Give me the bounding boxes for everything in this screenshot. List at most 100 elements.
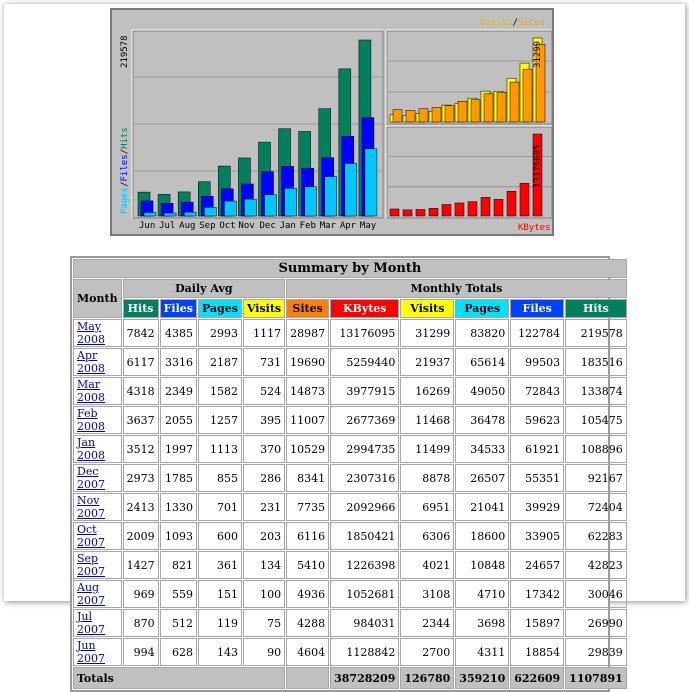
daily-visits-cell: 731 bbox=[242, 348, 286, 376]
table-row: Oct 2007 2009 1093 600 203 6116 1850421 6306 186… bbox=[73, 522, 627, 550]
month-cell: Apr 2008 bbox=[73, 348, 122, 376]
totals-hits: 1107891 bbox=[565, 667, 627, 689]
total-pages-cell: 18600 bbox=[455, 522, 510, 550]
daily-hits-cell: 870 bbox=[122, 609, 159, 637]
month-tick-label: Nov bbox=[238, 221, 254, 231]
left-legend: Pages/Files/Hits bbox=[120, 127, 130, 214]
summary-title: Summary by Month bbox=[73, 259, 627, 278]
daily-files-cell: 821 bbox=[159, 551, 197, 579]
month-tick-label: Apr bbox=[340, 221, 357, 231]
right-top-legend: Visits/Sites bbox=[480, 18, 545, 28]
total-sites-cell: 19690 bbox=[286, 348, 330, 376]
month-column-header: Month bbox=[73, 279, 122, 318]
month-cell: Feb 2008 bbox=[73, 406, 122, 434]
daily-visits-cell: 100 bbox=[242, 580, 286, 608]
month-link[interactable]: Jan 2008 bbox=[77, 436, 105, 462]
sites-bar bbox=[522, 68, 533, 123]
total-sites-cell: 6116 bbox=[286, 522, 330, 550]
sites-bar bbox=[535, 43, 546, 123]
total-kbytes-cell: 984031 bbox=[330, 609, 400, 637]
total-pages-cell: 4311 bbox=[455, 638, 510, 666]
total-hits-cell: 105475 bbox=[565, 406, 627, 434]
total-visits-cell: 2344 bbox=[400, 609, 455, 637]
sites-bar bbox=[444, 105, 455, 123]
daily-files-cell: 4385 bbox=[159, 319, 197, 347]
total-hits-cell: 72404 bbox=[565, 493, 627, 521]
total-pages-cell: 3698 bbox=[455, 609, 510, 637]
total-pages-cell: 10848 bbox=[455, 551, 510, 579]
totals-kbytes: 38728209 bbox=[330, 667, 400, 689]
left-legend-part: Files bbox=[120, 154, 130, 181]
table-row: Nov 2007 2413 1330 701 231 7735 2092966 6951 210… bbox=[73, 493, 627, 521]
daily-hits-cell: 1427 bbox=[122, 551, 159, 579]
monthly-totals-header: Monthly Totals bbox=[286, 279, 627, 298]
total-kbytes-cell: 1128842 bbox=[330, 638, 400, 666]
total-pages-cell: 49050 bbox=[455, 377, 510, 405]
sites-bar bbox=[431, 107, 442, 123]
total-hits-cell: 26990 bbox=[565, 609, 627, 637]
total-pages-cell: 26507 bbox=[455, 464, 510, 492]
month-tick-label: Jan bbox=[280, 221, 296, 231]
table-row: May 2008 7842 4385 2993 1117 28987 13176095 312… bbox=[73, 319, 627, 347]
total-sites-header: Sites bbox=[286, 299, 330, 318]
month-link[interactable]: Dec 2007 bbox=[77, 465, 105, 491]
daily-files-cell: 1997 bbox=[159, 435, 197, 463]
daily-visits-header: Visits bbox=[242, 299, 286, 318]
summary-by-month: Summary by Month Month Daily Avg Monthly… bbox=[70, 256, 627, 692]
daily-visits-cell: 75 bbox=[242, 609, 286, 637]
month-cell: Mar 2008 bbox=[73, 377, 122, 405]
total-hits-cell: 30046 bbox=[565, 580, 627, 608]
pages-bar bbox=[364, 148, 378, 217]
month-link[interactable]: Feb 2008 bbox=[77, 407, 105, 433]
daily-visits-cell: 1117 bbox=[242, 319, 286, 347]
month-tick-label: Oct bbox=[219, 221, 235, 231]
pages-bar bbox=[163, 212, 177, 217]
total-sites-cell: 4936 bbox=[286, 580, 330, 608]
month-cell: Dec 2007 bbox=[73, 464, 122, 492]
month-link[interactable]: Apr 2008 bbox=[77, 349, 105, 375]
kbytes-bar bbox=[454, 202, 465, 217]
right-top-legend-part: Sites bbox=[518, 18, 545, 28]
kbytes-bar bbox=[532, 133, 543, 217]
daily-hits-cell: 6117 bbox=[122, 348, 159, 376]
kbytes-bar bbox=[402, 209, 413, 217]
pages-bar bbox=[324, 176, 337, 217]
kbytes-bar bbox=[493, 199, 504, 217]
sites-bar bbox=[392, 109, 403, 123]
daily-pages-cell: 143 bbox=[197, 638, 242, 666]
month-tick-label: Jul bbox=[159, 221, 175, 231]
month-link[interactable]: Jun 2007 bbox=[77, 639, 105, 665]
total-visits-cell: 21937 bbox=[400, 348, 455, 376]
month-link[interactable]: Nov 2007 bbox=[77, 494, 105, 520]
month-tick-label: Sep bbox=[199, 221, 215, 231]
visits-max-label: 31299 bbox=[533, 41, 543, 68]
month-link[interactable]: Aug 2007 bbox=[77, 581, 105, 607]
daily-hits-cell: 2973 bbox=[122, 464, 159, 492]
total-files-cell: 61921 bbox=[510, 435, 565, 463]
daily-hits-cell: 7842 bbox=[122, 319, 159, 347]
month-tick-label: Feb bbox=[300, 221, 316, 231]
daily-avg-header: Daily Avg bbox=[122, 279, 286, 298]
daily-visits-cell: 203 bbox=[242, 522, 286, 550]
daily-files-cell: 1785 bbox=[159, 464, 197, 492]
total-files-cell: 15897 bbox=[510, 609, 565, 637]
total-hits-cell: 92167 bbox=[565, 464, 627, 492]
total-sites-cell: 11007 bbox=[286, 406, 330, 434]
daily-files-cell: 3316 bbox=[159, 348, 197, 376]
month-cell: Jun 2007 bbox=[73, 638, 122, 666]
month-link[interactable]: May 2008 bbox=[77, 320, 105, 346]
table-row: Sep 2007 1427 821 361 134 5410 1226398 4021 1084… bbox=[73, 551, 627, 579]
month-link[interactable]: Sep 2007 bbox=[77, 552, 105, 578]
daily-files-header: Files bbox=[159, 299, 197, 318]
total-sites-cell: 4288 bbox=[286, 609, 330, 637]
month-link[interactable]: Mar 2008 bbox=[77, 378, 105, 404]
month-link[interactable]: Oct 2007 bbox=[77, 523, 105, 549]
total-pages-cell: 4710 bbox=[455, 580, 510, 608]
table-row: Aug 2007 969 559 151 100 4936 1052681 3108 4710 1… bbox=[73, 580, 627, 608]
pages-bar bbox=[344, 163, 358, 217]
total-sites-cell: 28987 bbox=[286, 319, 330, 347]
total-files-cell: 72843 bbox=[510, 377, 565, 405]
total-files-cell: 24657 bbox=[510, 551, 565, 579]
sites-bar bbox=[418, 108, 429, 123]
month-link[interactable]: Jul 2007 bbox=[77, 610, 105, 636]
